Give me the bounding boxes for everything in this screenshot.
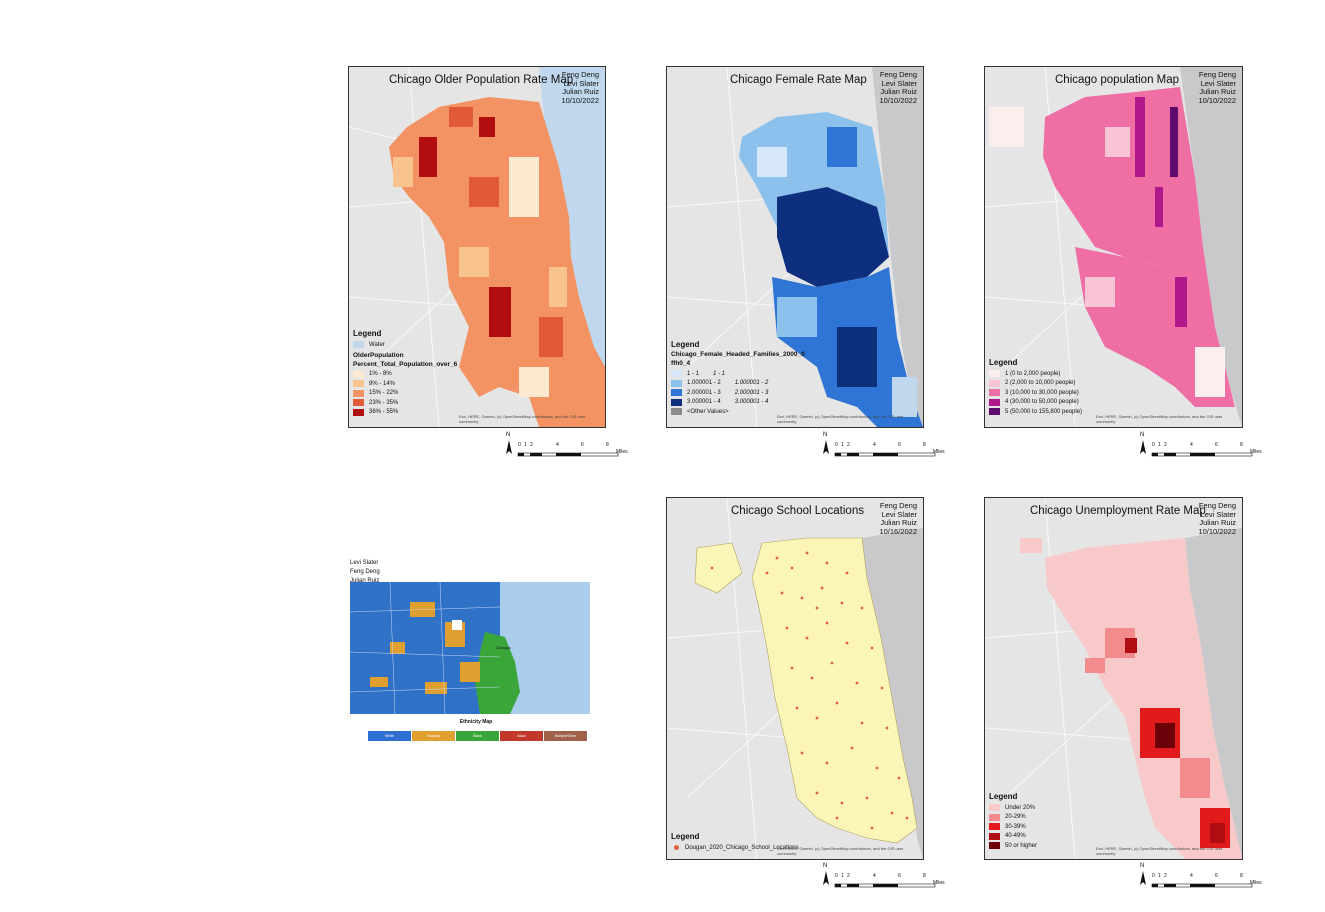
lake-michigan	[539, 67, 605, 367]
population-map-canvas	[985, 67, 1242, 427]
map-legend: Legend Dougan_2020_Chicago_School_Locati…	[671, 832, 799, 851]
female-tract-patches	[757, 127, 917, 417]
ohare-area	[989, 107, 1024, 147]
school-locations-map: Chicago School Locations Feng Deng Levi S…	[666, 497, 924, 860]
school-point-icon	[674, 845, 679, 851]
older-population-map: Chicago Older Population Rate Map Feng D…	[348, 66, 606, 428]
map-credit: Esri, HERE, Garmin, (c) OpenStreetMap co…	[777, 414, 904, 424]
female-map-canvas	[667, 67, 923, 427]
map-authors: Feng Deng Levi Slater Julian Ruiz 10/10/202…	[879, 70, 917, 105]
unemployment-rate-map: Chicago Unemployment Rate Map Feng Deng L…	[984, 497, 1243, 860]
lake-michigan	[1180, 67, 1242, 427]
older-map-canvas	[349, 67, 605, 427]
north-arrow-icon: N	[1140, 432, 1145, 438]
map-title: Chicago Female Rate Map	[730, 74, 867, 86]
map-credit: Esri, HERE, Garmin, (c) OpenStreetMap co…	[777, 846, 904, 856]
schools-map-canvas	[667, 498, 923, 859]
north-arrow-icon: N	[1140, 863, 1145, 869]
legend-white: White	[368, 731, 411, 741]
unemployment-tract-patches	[1085, 628, 1230, 848]
map-legend: Legend Chicago_Female_Headed_Families_20…	[671, 340, 805, 416]
lake-michigan	[872, 67, 923, 427]
legend-multiple: Multiple/Other	[544, 731, 587, 741]
map-credit: Esri, HERE, Garmin, (c) OpenStreetMap co…	[1096, 414, 1223, 424]
legend-black: Black	[456, 731, 499, 741]
map-authors: Feng Deng Levi Slater Julian Ruiz 10/10/202…	[1198, 501, 1236, 536]
north-arrow-icon: N	[823, 863, 828, 869]
map-title: Chicago Older Population Rate Map	[389, 74, 574, 86]
map-credit: Esri, HERE, Garmin, (c) OpenStreetMap co…	[1096, 846, 1223, 856]
ethnicity-title: Ethnicity Map	[459, 719, 493, 725]
ethnicity-authors: Levi Slater Feng Deng Julian Ruiz	[350, 560, 380, 584]
older-tract-patches	[393, 107, 567, 397]
school-points	[710, 551, 909, 830]
population-tract-patches	[1085, 97, 1225, 397]
ethnicity-map: Chicago	[350, 582, 590, 714]
city-label: Chicago	[496, 645, 511, 650]
female-middle-region	[777, 187, 889, 287]
map-legend: Legend Water OlderPopulation Percent_Tot…	[353, 329, 458, 416]
legend-hispanic: Hispanic	[412, 731, 455, 741]
lake-michigan	[1185, 528, 1242, 859]
map-authors: Feng Deng Levi Slater Julian Ruiz 10/16/202…	[879, 501, 917, 536]
female-rate-map: Chicago Female Rate Map Feng Deng Levi Sl…	[666, 66, 924, 428]
legend-asian: Asian	[500, 731, 543, 741]
population-map: Chicago population Map Feng Deng Levi Sla…	[984, 66, 1243, 428]
population-north-region	[1043, 87, 1203, 267]
ohare-area	[694, 542, 743, 594]
city-boundary	[751, 537, 918, 844]
map-credit: Esri, HERE, Garmin, (c) OpenStreetMap co…	[459, 414, 586, 424]
map-authors: Feng Deng Levi Slater Julian Ruiz 10/10/202…	[1198, 70, 1236, 105]
map-legend: Legend Under 20% 20-29% 30-39% 40-49% 50…	[989, 792, 1038, 850]
lake-michigan	[862, 528, 923, 859]
unemployment-map-canvas	[985, 498, 1242, 859]
map-authors: Feng Deng Levi Slater Julian Ruiz 10/10/202…	[561, 70, 599, 105]
north-arrow-icon: N	[823, 432, 828, 438]
ethnicity-map-canvas	[350, 582, 590, 714]
map-title: Chicago Unemployment Rate Map	[1030, 505, 1206, 517]
map-title: Chicago School Locations	[731, 505, 864, 517]
ohare-area	[1020, 538, 1042, 553]
map-legend: Legend 1 (0 to 2,000 people) 2 (2,000 to…	[989, 358, 1083, 416]
map-title: Chicago population Map	[1055, 74, 1180, 86]
north-arrow-icon: N	[506, 432, 511, 438]
